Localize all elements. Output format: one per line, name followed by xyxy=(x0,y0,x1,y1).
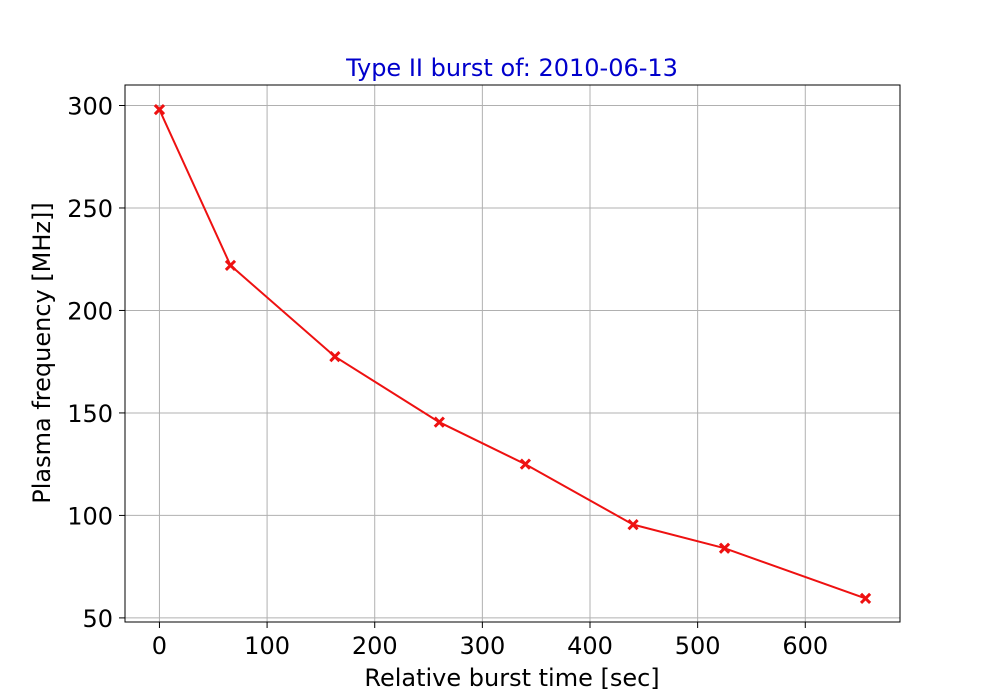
x-axis-label: Relative burst time [sec] xyxy=(364,664,659,692)
x-tick-label: 100 xyxy=(244,632,290,660)
y-tick-label: 200 xyxy=(67,297,113,325)
x-tick-label: 400 xyxy=(567,632,613,660)
x-tick-label: 600 xyxy=(782,632,828,660)
plot-area xyxy=(124,84,901,623)
y-tick-label: 50 xyxy=(82,605,113,633)
ticks: 0 100 200 300 400 500 600 50 100 150 200 250 300 xyxy=(67,92,828,660)
chart-title: Type II burst of: 2010-06-13 xyxy=(345,54,678,82)
data-point-marker xyxy=(224,259,237,271)
series-layer xyxy=(153,103,872,605)
y-tick-label: 250 xyxy=(67,195,113,223)
data-point-marker xyxy=(433,416,445,428)
data-point-marker xyxy=(329,350,341,363)
data-point-marker xyxy=(519,458,532,470)
y-tick-label: 100 xyxy=(67,502,113,530)
x-tick-label: 300 xyxy=(459,632,505,660)
y-tick-label: 150 xyxy=(67,400,113,428)
series-line xyxy=(158,109,866,600)
data-point-marker xyxy=(718,542,731,554)
data-point-marker xyxy=(627,519,639,531)
x-tick-label: 500 xyxy=(675,632,721,660)
data-point-marker xyxy=(153,103,166,116)
grid xyxy=(125,85,900,622)
y-tick-label: 300 xyxy=(67,92,113,120)
data-point-marker xyxy=(859,592,872,605)
y-axis-label: Plasma frequency [MHz]] xyxy=(28,202,56,504)
x-tick-label: 200 xyxy=(352,632,398,660)
x-tick-label: 0 xyxy=(152,632,167,660)
